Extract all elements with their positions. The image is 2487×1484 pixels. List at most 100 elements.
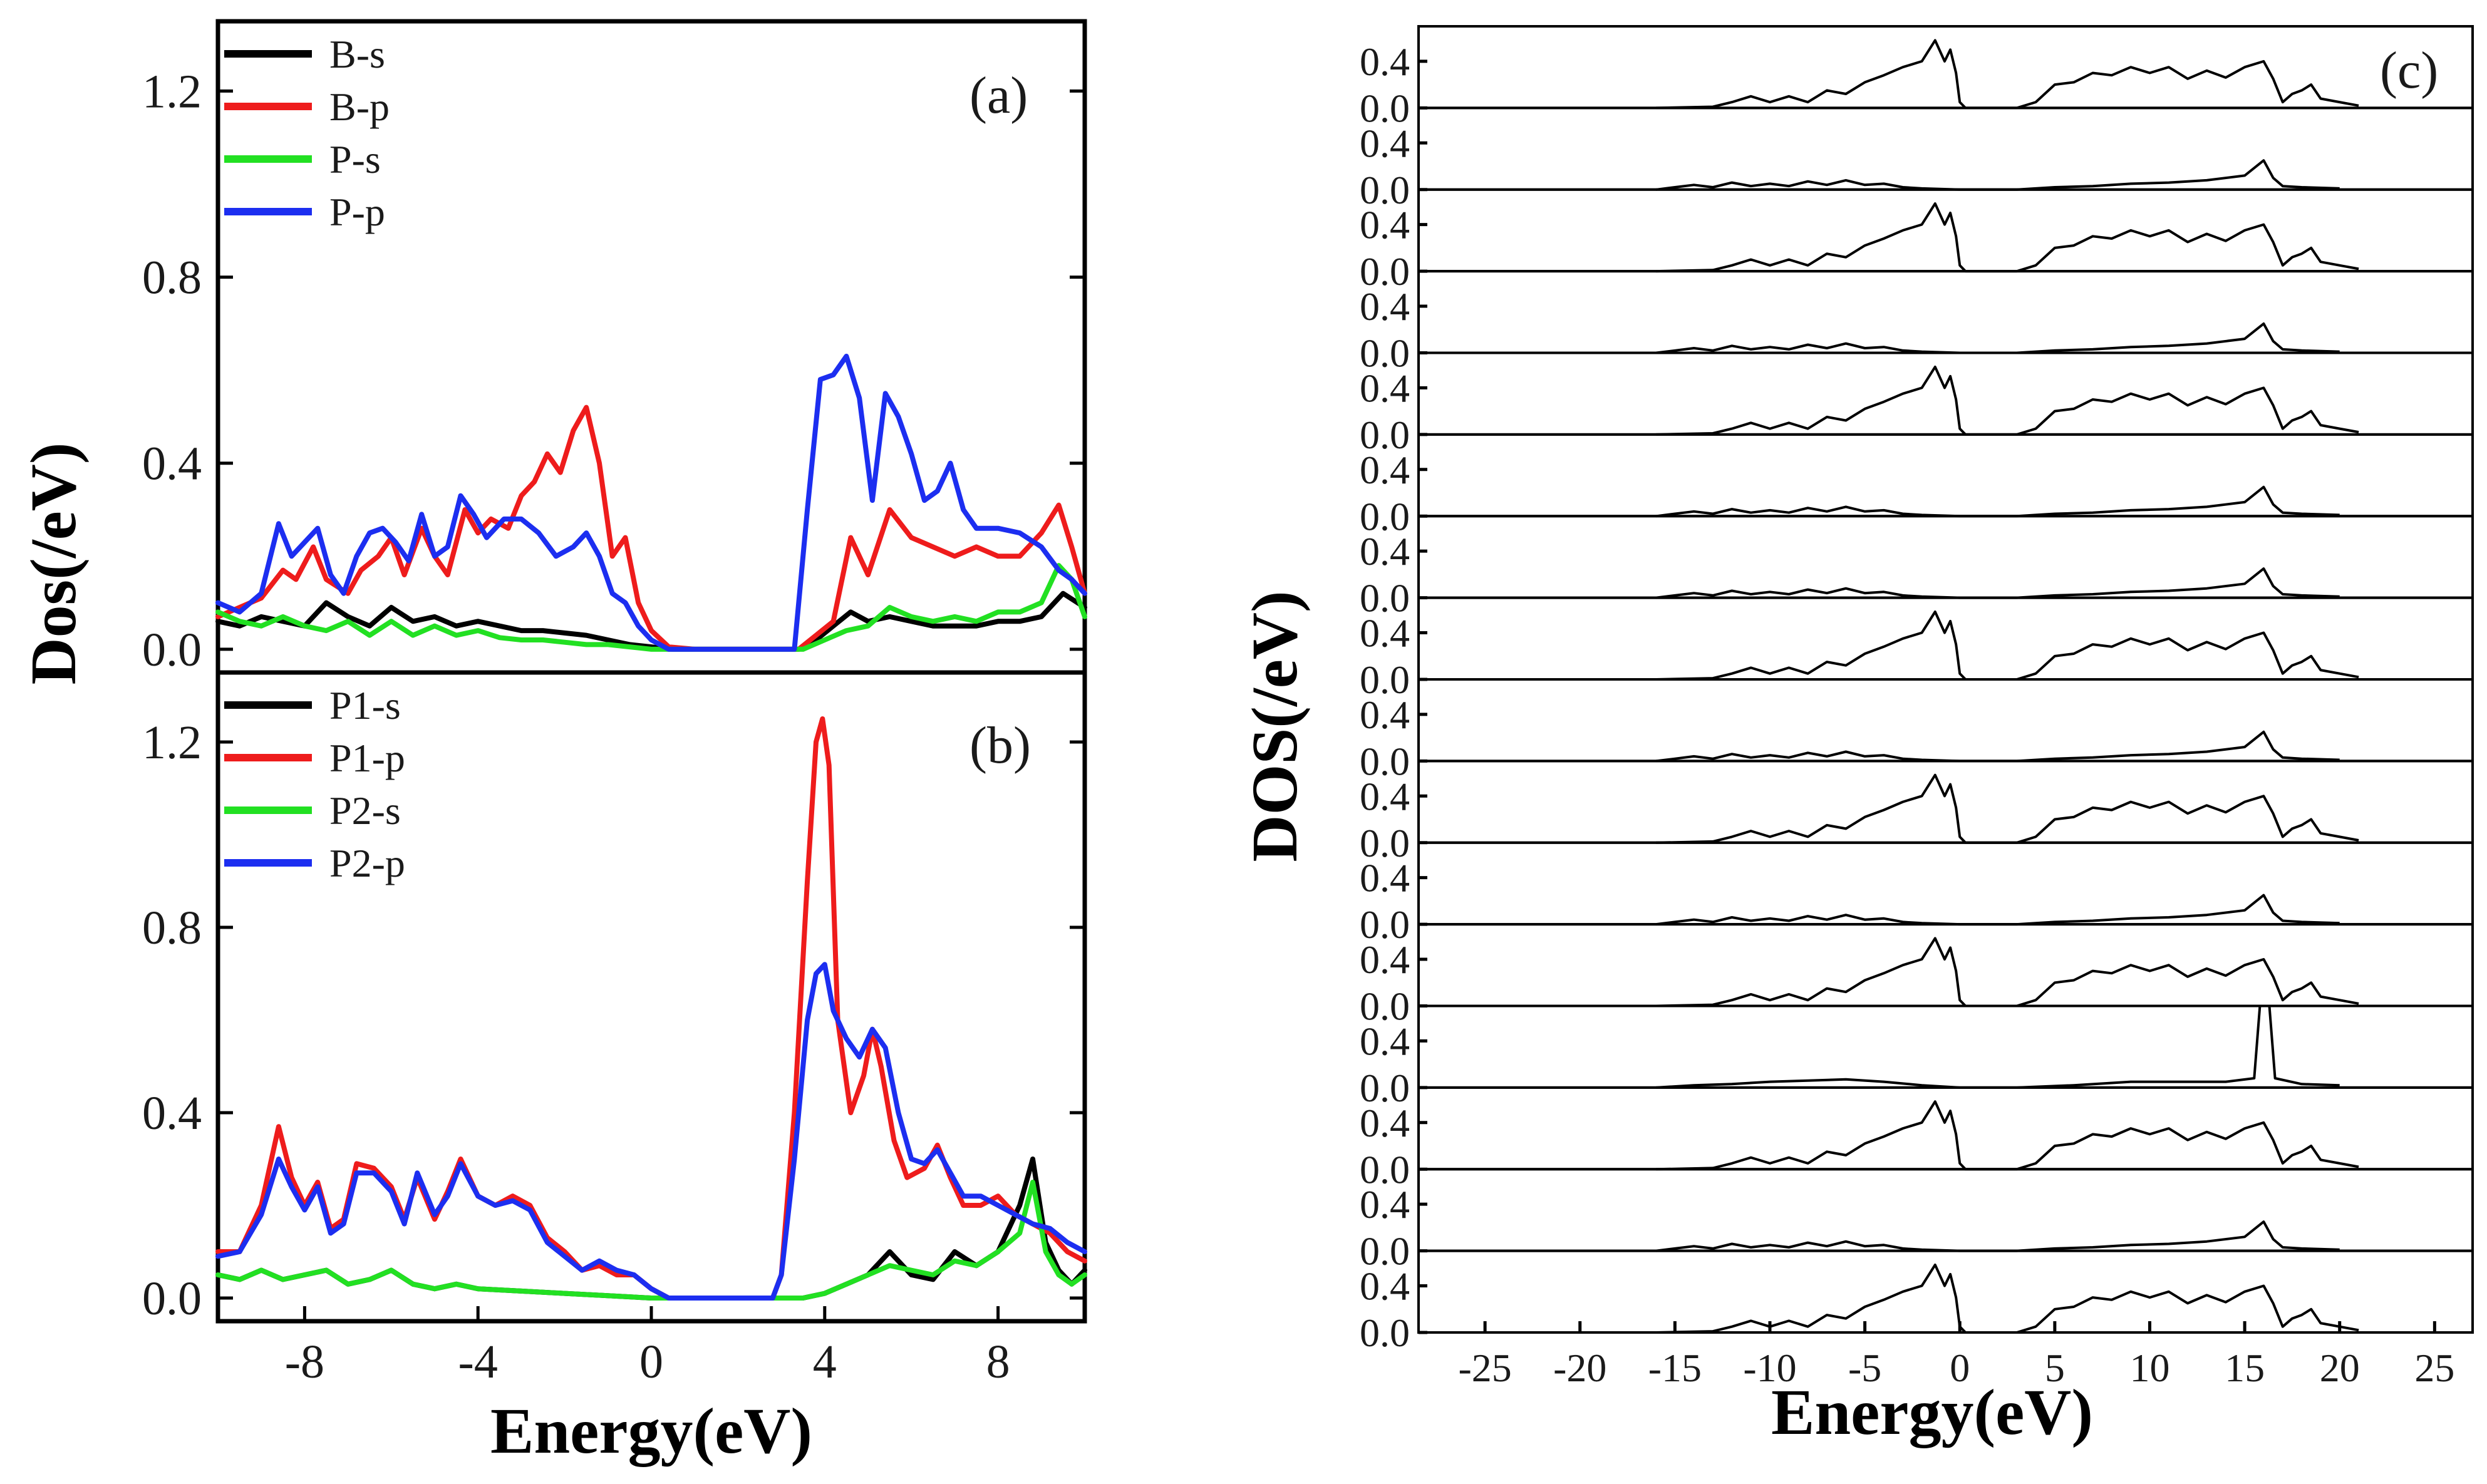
y-tick-label: 0.4 [1360,774,1410,818]
y-tick-label: 0.4 [1360,203,1410,247]
y-tick-label: 0.0 [1360,821,1410,865]
series-line-b-p [215,404,1087,652]
dos-subplot: 0.40.0 [1360,270,2474,376]
panel-b-x-ticks: -8 -4 0 4 8 [285,1306,1010,1388]
y-tick-label: 0.4 [1360,39,1410,84]
panel-b-legend: P1-s P1-p P2-s P2-p [224,683,405,885]
legend-label: P-p [329,190,385,234]
dos-curve [1655,485,2340,518]
y-tick-label: 0.4 [1360,611,1410,656]
legend-label: B-s [329,32,385,76]
dos-curve [1656,202,2359,273]
panel-c-x-ticks: -25 -20 -15 -10 -5 0 5 10 15 20 25 [1458,1321,2454,1390]
panel-a: 0.0 0.4 0.8 1.2 B-s B-p P-s P-p (a) [142,19,1087,676]
y-tick-label: 0.4 [1360,448,1410,492]
dos-subplot: 0.40.0 [1360,351,2474,457]
y-tick-label: 0.0 [142,1272,202,1325]
x-tick-label: 10 [2129,1346,2169,1390]
panel-c-label: (c) [2380,41,2438,100]
y-tick-label: 0.4 [142,1087,202,1140]
y-tick-label: 0.0 [1360,331,1410,376]
panel-c: 0.40.00.40.00.40.00.40.00.40.00.40.00.40… [1360,25,2474,1390]
x-tick-label: 0 [1950,1346,1970,1390]
c-y-axis-title: DOS(/eV) [1239,590,1311,862]
y-tick-label: 0.4 [1360,856,1410,900]
dos-subplot: 0.40.0 [1360,433,2474,538]
subplot-frame [1417,1168,2474,1252]
x-tick-label: -15 [1648,1346,1702,1390]
subplot-frame [1417,760,2474,844]
y-tick-label: 0.4 [1360,693,1410,737]
dos-subplot: 0.40.0 [1360,1086,2474,1192]
y-tick-label: 0.4 [1360,937,1410,982]
subplot-frame [1417,25,2474,110]
y-tick-label: 0.4 [1360,1182,1410,1227]
y-tick-label: 0.0 [1360,902,1410,947]
panel-b-series [215,716,1087,1301]
series-line-p2-p [215,962,1087,1301]
dos-subplot: 0.40.0 [1360,841,2474,947]
y-tick-label: 0.4 [1360,1019,1410,1063]
subplot-frame [1417,596,2474,681]
y-tick-label: 0.8 [142,252,202,304]
y-tick-label: 1.2 [142,65,202,118]
subplot-frame [1417,1249,2474,1334]
y-tick-label: 0.0 [1360,984,1410,1029]
dos-curve [1655,894,2340,926]
x-tick-label: -8 [285,1336,324,1388]
y-tick-label: 0.0 [1360,168,1410,212]
y-tick-label: 0.4 [142,438,202,490]
x-tick-label: -4 [458,1336,498,1388]
x-tick-label: 20 [2320,1346,2360,1390]
dos-curve [1656,611,2359,681]
dos-subplot: 0.40.0 [1360,1249,2474,1355]
y-tick-label: 0.0 [1360,1147,1410,1192]
series-line-p-s [215,563,1087,652]
subplot-frame [1417,351,2474,436]
dos-subplot: 0.40.0 [1360,106,2474,212]
y-tick-label: 0.0 [1360,576,1410,621]
dos-subplot: 0.40.0 [1360,515,2474,621]
panel-a-label: (a) [969,66,1028,125]
x-tick-label: -25 [1458,1346,1511,1390]
dos-curve [1655,1004,2340,1089]
subplot-frame [1417,188,2474,273]
c-x-axis-title: Energy(eV) [1771,1376,2093,1448]
dos-curve [1656,1264,2359,1334]
x-tick-label: 8 [986,1336,1010,1388]
y-tick-label: 0.0 [1360,739,1410,783]
y-tick-label: 0.8 [142,902,202,954]
y-tick-label: 0.0 [1360,657,1410,702]
y-tick-label: 0.4 [1360,529,1410,574]
y-tick-label: 0.0 [1360,1229,1410,1274]
series-line-p-p [215,353,1087,652]
dos-curve [1656,773,2359,844]
x-tick-label: 4 [813,1336,837,1388]
dos-curve [1656,365,2359,436]
y-tick-label: 0.0 [1360,86,1410,130]
subplot-frame [1417,433,2474,518]
legend-label: P2-p [329,841,405,885]
subplot-frame [1417,1086,2474,1171]
x-tick-label: 0 [639,1336,663,1388]
y-tick-label: 0.0 [142,624,202,676]
dos-subplot: 0.40.0 [1360,1004,2474,1110]
subplot-frame [1417,515,2474,599]
x-tick-label: -5 [1848,1346,1881,1390]
y-tick-label: 0.4 [1360,366,1410,410]
y-tick-label: 0.4 [1360,121,1410,165]
x-tick-label: 25 [2414,1346,2454,1390]
dos-curve [1655,1220,2340,1252]
x-tick-label: 15 [2225,1346,2265,1390]
legend-label: B-p [329,85,390,129]
y-tick-label: 0.0 [1360,249,1410,294]
panel-c-stack: 0.40.00.40.00.40.00.40.00.40.00.40.00.40… [1360,25,2474,1355]
subplot-frame [1417,1004,2474,1089]
panel-b-label: (b) [969,716,1031,775]
x-tick-label: -10 [1743,1346,1796,1390]
subplot-frame [1417,270,2474,354]
panel-a-legend: B-s B-p P-s P-p [224,32,390,234]
dos-subplot: 0.40.0 [1360,188,2474,294]
dos-subplot: 0.40.0 [1360,923,2474,1029]
